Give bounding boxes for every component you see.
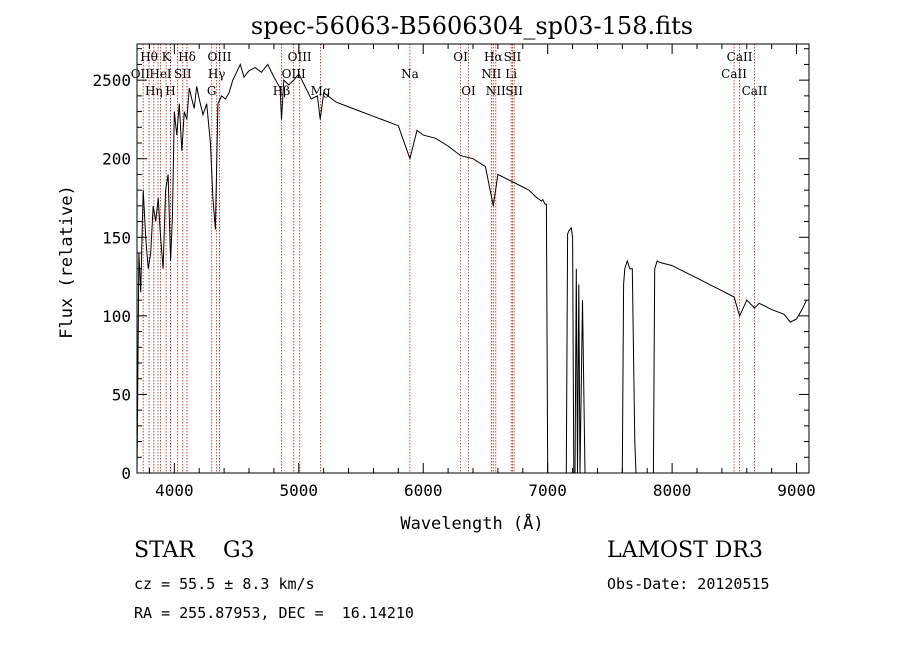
marker-label: OI [453, 50, 468, 64]
marker-label: CaII [727, 50, 753, 64]
marker-label: G [207, 84, 217, 98]
marker-label: NII [486, 84, 506, 98]
chart-title: spec-56063-B5606304_sp03-158.fits [251, 12, 693, 40]
marker-label: OI [461, 84, 476, 98]
obs-date-text: Obs-Date: 20120515 [607, 575, 770, 593]
x-tick-label: 7000 [528, 481, 567, 500]
marker-label: Hδ [178, 50, 196, 64]
marker-label: CaII [721, 67, 747, 81]
marker-label: SII [174, 67, 192, 81]
marker-label: Hβ [273, 84, 290, 98]
marker-label: SII [505, 84, 523, 98]
x-tick-label: 4000 [155, 481, 194, 500]
y-tick-label: 150 [102, 228, 131, 247]
marker-label: Li [505, 67, 517, 81]
emission-line-markers [142, 44, 755, 473]
y-axis-label: Flux (relative) [57, 185, 77, 339]
object-class-line: STAR G3 [134, 538, 255, 563]
marker-label: K [162, 50, 172, 64]
marker-label: Na [401, 67, 419, 81]
marker-label: SII [504, 50, 522, 64]
y-tick-label: 2500 [92, 71, 131, 90]
spectrum-series [136, 62, 807, 474]
x-tick-label: 5000 [280, 481, 319, 500]
marker-label: HeI [149, 67, 172, 81]
x-axis-label: Wavelength (Å) [400, 512, 543, 534]
x-tick-label: 6000 [404, 481, 443, 500]
x-axis: 4000 5000 6000 7000 8000 9000 [148, 44, 816, 500]
redshift-text: cz = 55.5 ± 8.3 km/s [134, 575, 315, 593]
marker-label: OIII [288, 50, 312, 64]
marker-label: OIII [207, 50, 231, 64]
coordinates-text: RA = 255.87953, DEC = 16.14210 [134, 604, 414, 622]
marker-label: Hγ [208, 67, 226, 81]
marker-label: Hθ [140, 50, 158, 64]
y-tick-label: 0 [121, 464, 131, 483]
marker-label: OII [131, 67, 151, 81]
plot-frame [136, 43, 810, 474]
spectrum-chart: spec-56063-B5606304_sp03-158.fits HθOIIH… [57, 12, 816, 534]
spectrum-line [136, 62, 807, 474]
y-tick-label: 50 [112, 385, 131, 404]
marker-label: Hη [145, 84, 163, 98]
y-tick-label: 100 [102, 307, 131, 326]
x-tick-label: 8000 [653, 481, 692, 500]
survey-name: LAMOST DR3 [607, 538, 763, 563]
marker-label: OIII [282, 67, 306, 81]
marker-label: Hα [484, 50, 503, 64]
marker-label: CaII [742, 84, 768, 98]
marker-label: H [165, 84, 175, 98]
object-subclass: G3 [222, 538, 255, 563]
object-class: STAR [134, 538, 195, 563]
x-tick-label: 9000 [777, 481, 816, 500]
y-tick-label: 200 [102, 150, 131, 169]
marker-label: NII [481, 67, 501, 81]
y-axis: 0 50 100 150 200 2500 [92, 48, 809, 483]
